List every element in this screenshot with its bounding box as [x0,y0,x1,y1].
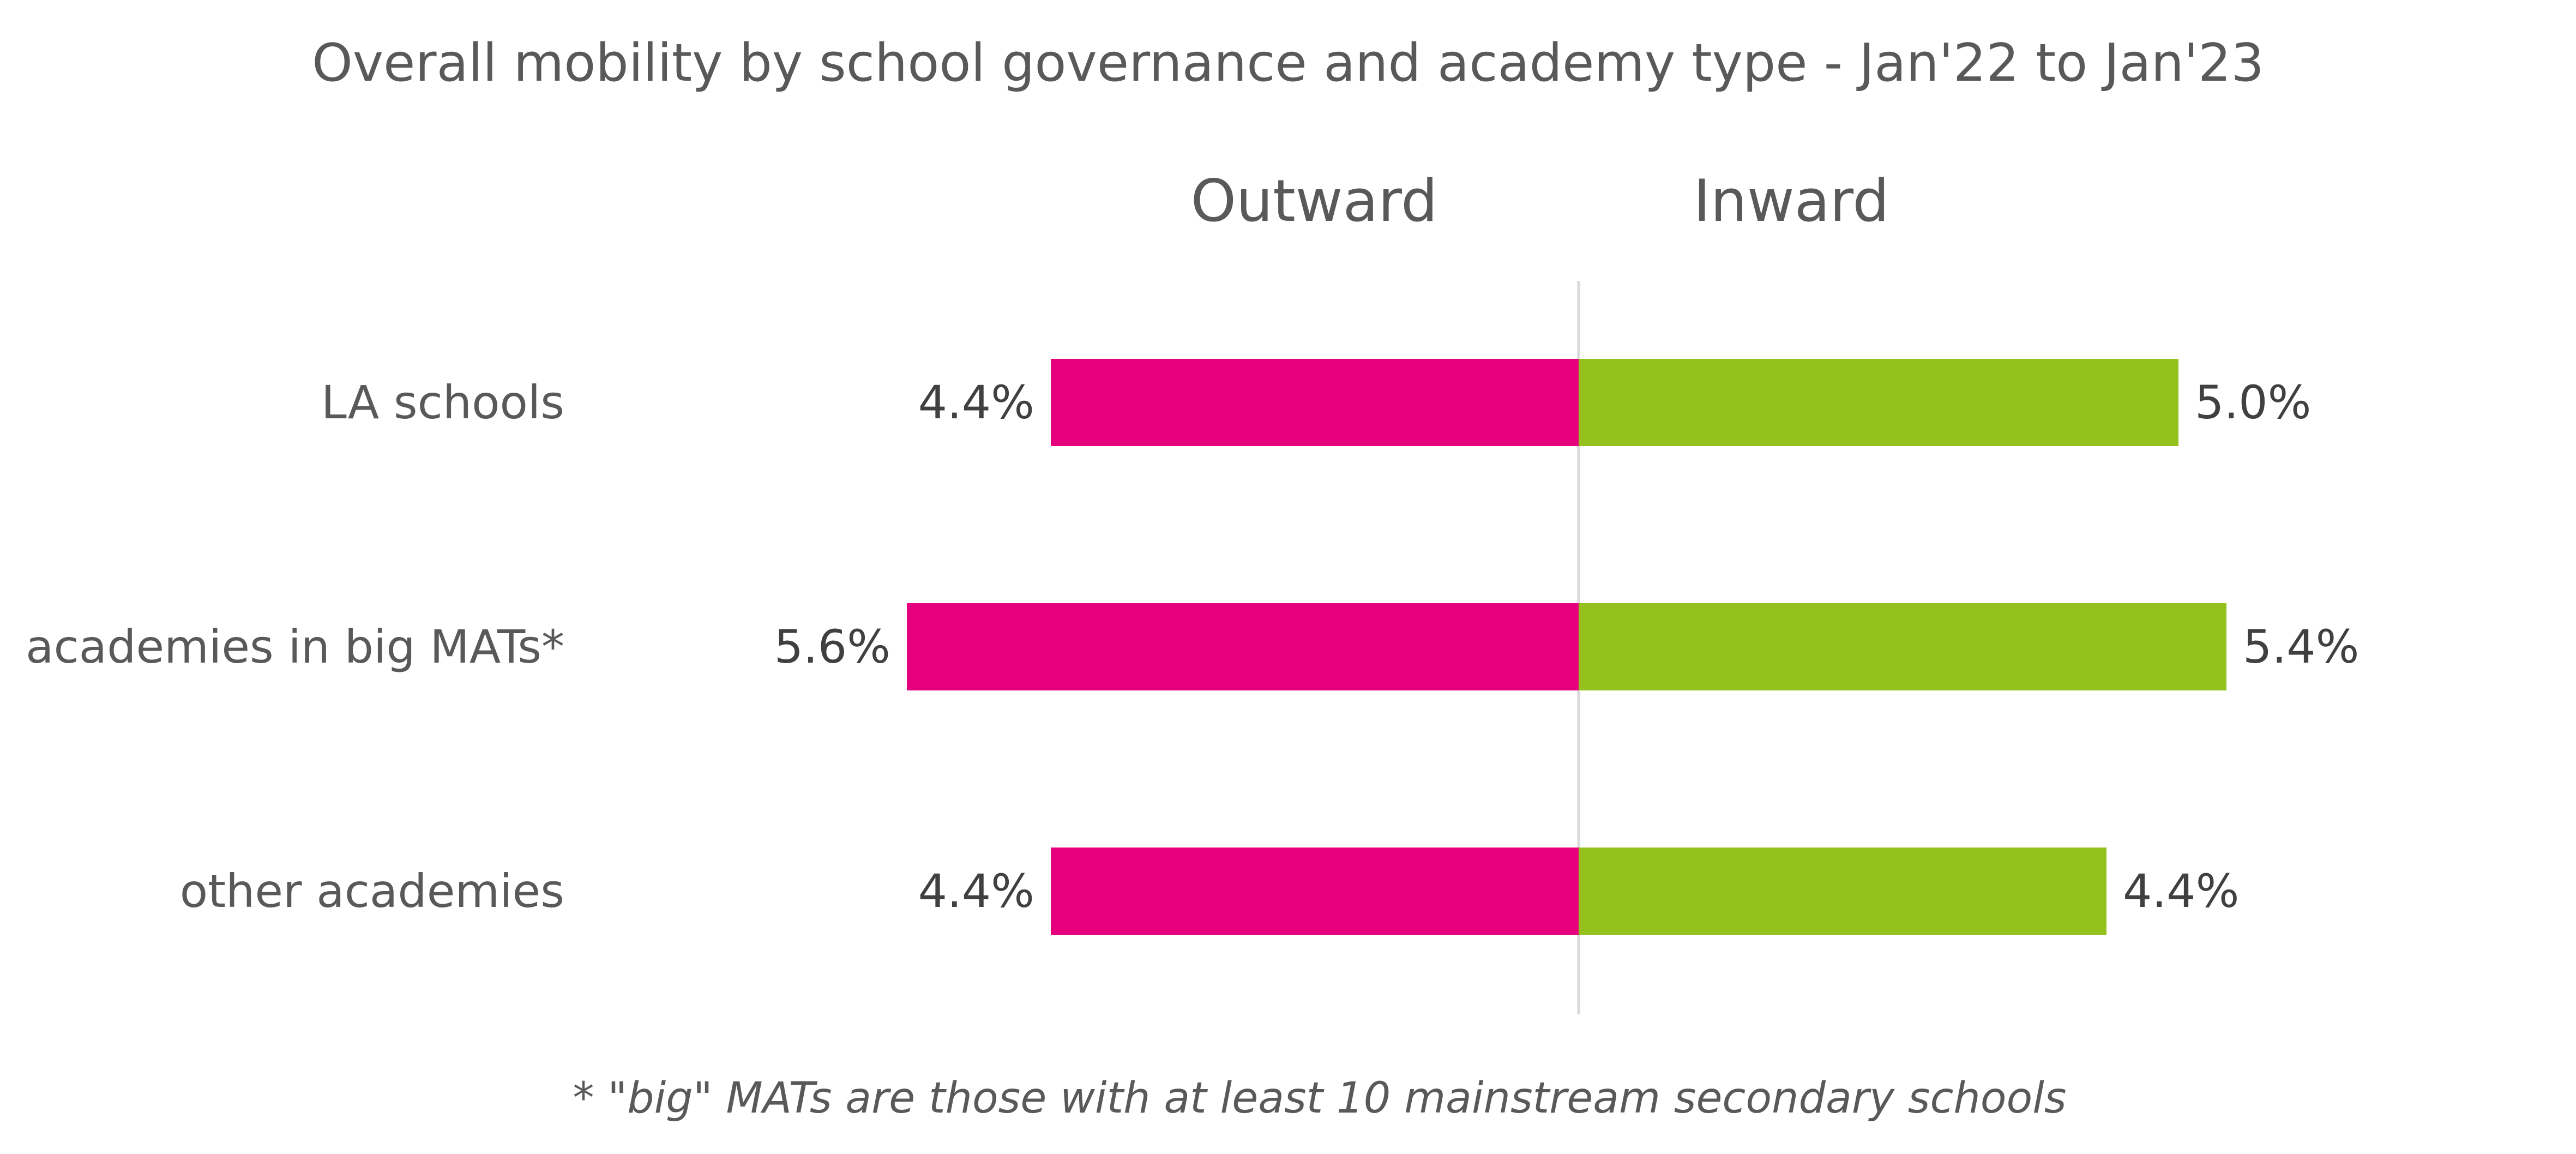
value-label-inward-la-schools: 5.0% [2195,376,2311,429]
bar-inward-academies-in-big-mats [1579,603,2226,690]
category-label-academies-in-big-mats: academies in big MATs* [26,620,564,674]
bar-inward-la-schools [1579,359,2178,446]
bar-inward-other-academies [1579,848,2106,935]
bar-outward-la-schools [1051,359,1579,446]
value-label-outward-other-academies: 4.4% [918,864,1034,918]
bars-group [907,359,2226,935]
bar-outward-academies-in-big-mats [907,603,1579,690]
value-label-outward-la-schools: 4.4% [918,376,1034,429]
chart-title: Overall mobility by school governance an… [312,33,2264,93]
bar-outward-other-academies [1051,848,1579,935]
series-header-inward: Inward [1693,167,1889,235]
category-label-other-academies: other academies [180,864,564,918]
series-header-outward: Outward [1191,167,1438,235]
footnote: * "big" MATs are those with at least 10 … [573,1074,2066,1123]
value-labels-group: 4.4% 5.0% 5.6% 5.4% 4.4% 4.4% [774,376,2360,918]
value-label-inward-academies-in-big-mats: 5.4% [2243,620,2359,674]
value-label-outward-academies-in-big-mats: 5.6% [774,620,890,674]
value-label-inward-other-academies: 4.4% [2123,864,2239,918]
category-labels-group: LA schools academies in big MATs* other ac… [26,376,564,918]
category-label-la-schools: LA schools [321,376,564,429]
